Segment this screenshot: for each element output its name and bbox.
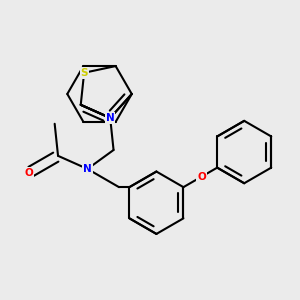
Text: O: O [197,172,206,182]
Text: N: N [106,113,115,123]
Text: N: N [83,164,92,174]
Text: S: S [80,68,88,78]
Text: O: O [24,168,33,178]
